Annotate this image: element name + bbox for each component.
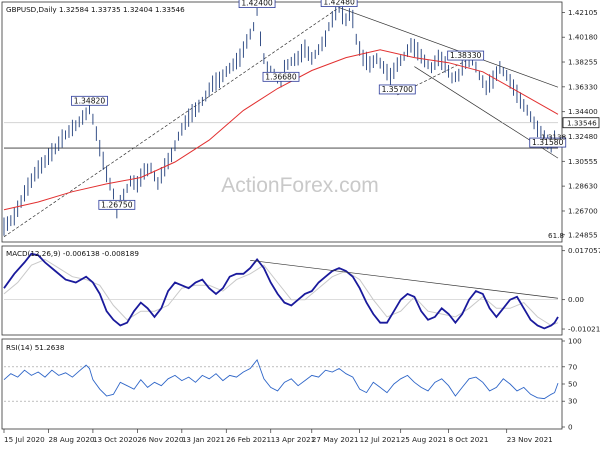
x-tick-label: 8 Oct 2021 — [449, 435, 489, 444]
chart-header: GBPUSD,Daily 1.32584 1.33735 1.32404 1.3… — [6, 5, 185, 14]
x-tick-label: 25 Aug 2021 — [401, 435, 447, 444]
macd-line — [3, 252, 559, 330]
price-label: 1.42400 — [241, 0, 273, 8]
current-price-label: 1.33546 — [567, 119, 597, 128]
x-tick-label: 26 Feb 2021 — [226, 435, 271, 444]
price-y-tick-label: 1.32480 — [568, 132, 598, 141]
x-tick-label: 27 May 2021 — [312, 435, 359, 444]
price-label-box — [320, 0, 358, 7]
price-label: 1.34820 — [74, 96, 106, 105]
macd-y-tick-label: 0.00 — [568, 295, 584, 304]
macd-title: MACD(12,26,9) -0.006138 -0.008189 — [6, 249, 139, 258]
rsi-line — [3, 358, 559, 400]
macd-panel-frame — [1, 245, 563, 336]
axis-layer: 1.42105 1.40180 1.38255 1.36330 1.34400 1.324… — [3, 8, 600, 444]
price-y-tick-label: 1.30555 — [568, 157, 598, 166]
price-label-box — [378, 84, 416, 95]
x-tick-label: 13 Apr 2021 — [271, 435, 315, 444]
price-label-box — [98, 199, 136, 210]
macd-y-tick-label: 0.017057 — [568, 246, 600, 255]
price-label: 1.35700 — [382, 85, 414, 94]
x-tick-label: 26 Nov 2020 — [137, 435, 183, 444]
x-tick-label: 15 Jul 2020 — [4, 435, 45, 444]
price-label-box — [262, 71, 300, 82]
macd-signal-line — [3, 258, 559, 327]
price-y-tick-label: 1.28630 — [568, 182, 598, 191]
price-y-tick-label: 1.36330 — [568, 82, 598, 91]
macd-layer — [3, 252, 559, 330]
macd-trendline — [250, 260, 559, 299]
price-y-tick-label: 1.24855 — [568, 230, 598, 239]
rsi-y-tick-label: 30 — [568, 397, 578, 406]
price-label: 1.38330 — [450, 51, 482, 60]
x-tick-label: 28 Aug 2020 — [48, 435, 94, 444]
price-y-tick-label: 1.34400 — [568, 107, 598, 116]
price-label-box — [447, 50, 485, 61]
price-label-box — [529, 137, 567, 148]
price-y-tick-label: 1.42105 — [568, 8, 598, 17]
macd-y-tick-label: -0.010219 — [568, 325, 600, 334]
x-tick-label: 13 Oct 2020 — [93, 435, 138, 444]
price-label: 1.36680 — [265, 72, 297, 81]
price-label: 1.31580 — [532, 138, 564, 147]
price-label-box — [238, 0, 276, 8]
fib-61-8-label: 61.8 — [548, 231, 564, 240]
x-tick-label: 23 Nov 2021 — [507, 435, 553, 444]
price-layer: 1.42400 1.42480 1.34820 1.36680 1.35700 1.383… — [3, 0, 567, 240]
rsi-layer — [3, 358, 559, 402]
rsi-title: RSI(14) 51.2638 — [6, 343, 65, 352]
price-label: 1.26750 — [101, 200, 133, 209]
watermark: ActionForex.com — [221, 174, 379, 197]
price-y-tick-label: 1.40180 — [568, 33, 598, 42]
near-low-label: 1.3138 — [541, 132, 567, 141]
x-tick-label: 12 Jul 2021 — [360, 435, 401, 444]
rsi-y-tick-label: 50 — [568, 380, 578, 389]
price-label-box — [71, 95, 108, 106]
rising-trendline — [3, 7, 340, 238]
rsi-y-tick-label: 0 — [568, 423, 573, 432]
price-y-tick-label: 1.26700 — [568, 206, 598, 215]
rsi-y-tick-label: 70 — [568, 362, 578, 371]
current-price-box — [562, 117, 600, 129]
channel-upper-line — [339, 7, 559, 88]
x-tick-label: 13 Jan 2021 — [182, 435, 225, 444]
rsi-y-tick-label: 100 — [568, 337, 582, 346]
price-label: 1.42480 — [323, 0, 355, 7]
price-panel-frame — [1, 1, 563, 243]
price-y-tick-label: 1.38255 — [568, 58, 598, 67]
